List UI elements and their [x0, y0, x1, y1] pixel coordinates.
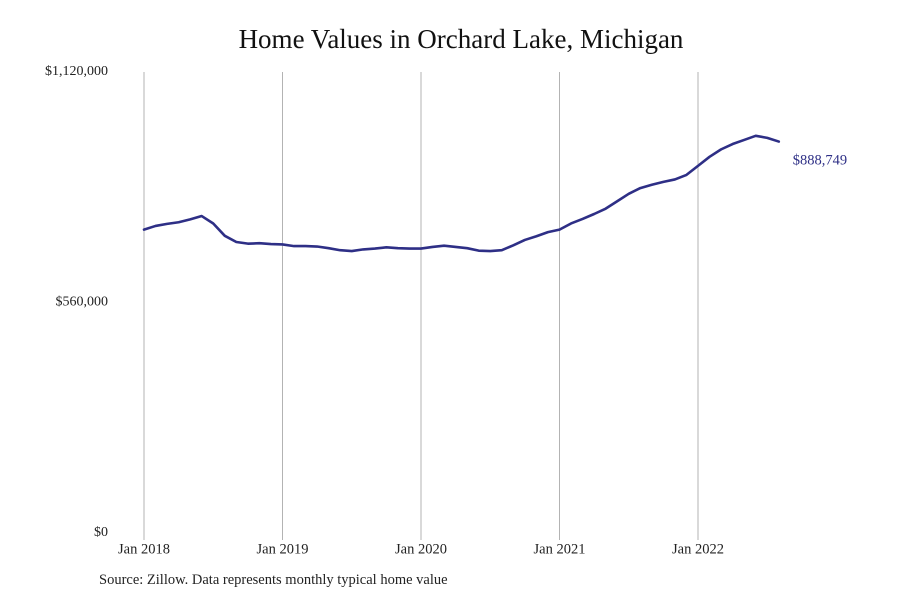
end-value-label: $888,749	[793, 152, 847, 168]
chart-title: Home Values in Orchard Lake, Michigan	[238, 24, 684, 54]
end-label-group: $888,749	[793, 152, 847, 168]
x-tick-label: Jan 2022	[672, 541, 724, 557]
series-line-group	[142, 134, 781, 253]
y-tick-label: $0	[94, 525, 108, 540]
y-tick-label: $1,120,000	[45, 64, 108, 79]
x-tick-label: Jan 2018	[118, 541, 170, 557]
source-note: Source: Zillow. Data represents monthly …	[99, 572, 448, 588]
x-tick-label: Jan 2019	[257, 541, 309, 557]
y-axis-ticks: $0 $560,000 $1,120,000	[45, 64, 108, 540]
x-tick-label: Jan 2020	[395, 541, 447, 557]
x-axis-ticks: Jan 2018 Jan 2019 Jan 2020 Jan 2021 Jan 2022	[118, 541, 724, 557]
series-line	[142, 134, 781, 253]
x-gridlines	[143, 72, 699, 540]
x-tick-label: Jan 2021	[534, 541, 586, 557]
y-tick-label: $560,000	[56, 295, 109, 310]
